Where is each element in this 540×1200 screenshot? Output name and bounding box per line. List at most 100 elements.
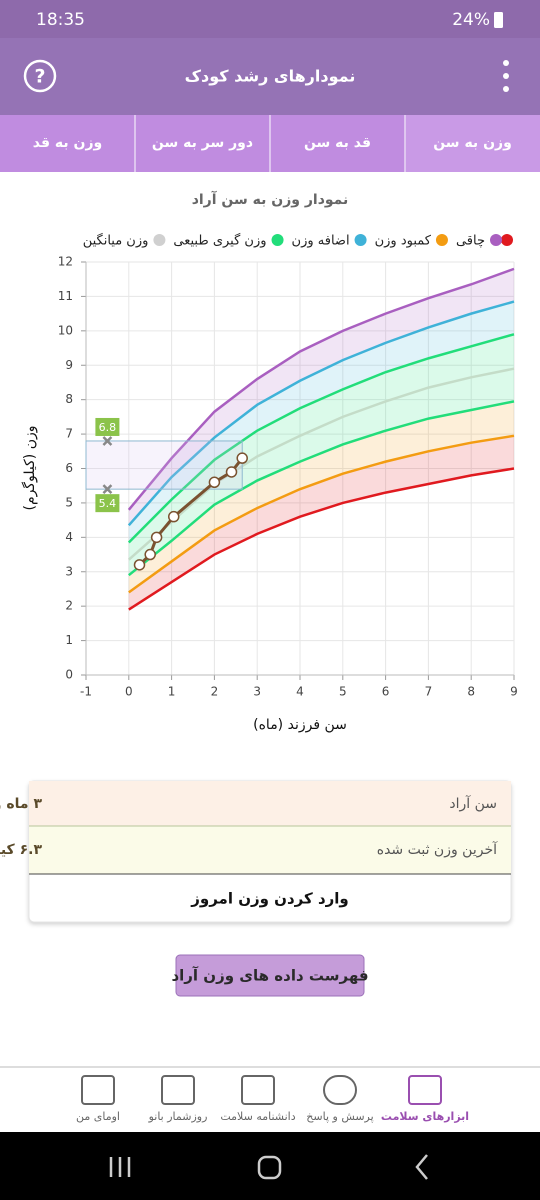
- y-tick-label: 8: [65, 392, 73, 406]
- legend-label: چاقی: [456, 234, 485, 249]
- nav-label[interactable]: ابزارهای سلامت: [381, 1110, 469, 1123]
- nav-label[interactable]: روزشمار بانو: [148, 1110, 208, 1123]
- series-line: [127, 267, 515, 511]
- app-title: نمودارهای رشد کودک: [185, 67, 356, 86]
- range-label: 6.8: [99, 421, 117, 434]
- range-badge: [95, 417, 120, 436]
- x-tick-label: 5: [339, 685, 347, 699]
- tab[interactable]: [405, 115, 540, 172]
- info-row: [29, 781, 511, 826]
- tab[interactable]: [0, 115, 135, 172]
- legend-label: وزن گیری طبیعی: [173, 233, 266, 249]
- recents[interactable]: [109, 1157, 131, 1177]
- nav-label[interactable]: اومای من: [76, 1110, 120, 1123]
- y-tick-label: 0: [65, 668, 73, 682]
- system-nav: [0, 1132, 540, 1200]
- band: [128, 401, 515, 593]
- child-point: [150, 531, 163, 544]
- nav-icon[interactable]: [81, 1075, 115, 1105]
- chart-title: نمودار وزن به سن آراد: [192, 190, 349, 208]
- add-weight[interactable]: وارد کردن وزن امروز: [190, 890, 349, 908]
- list-button[interactable]: [175, 954, 365, 997]
- list-button-label[interactable]: فهرست داده های وزن آراد: [171, 967, 368, 985]
- system-buttons: [109, 1154, 428, 1180]
- x-tick-label: -1: [80, 685, 92, 699]
- series-line: [128, 467, 515, 611]
- menu-dot[interactable]: [503, 73, 509, 79]
- child-point: [225, 466, 238, 478]
- band: [128, 301, 515, 543]
- child-point: [236, 452, 248, 464]
- range-label: 5.4: [99, 497, 117, 510]
- legend-dot: [490, 234, 502, 246]
- range-marker: [102, 484, 113, 495]
- nav-item[interactable]: پرسش و پاسخ: [306, 1075, 374, 1123]
- nav-item[interactable]: روزشمار بانو: [148, 1075, 208, 1123]
- x-tick-label: 4: [296, 685, 304, 699]
- info-label: سن آراد: [449, 795, 497, 812]
- help-button[interactable]: ?: [23, 59, 57, 93]
- x-tick-label: 0: [125, 685, 133, 699]
- nav-item[interactable]: دانشنامه سلامت: [220, 1075, 296, 1123]
- range-badge: [95, 494, 120, 513]
- back[interactable]: [415, 1154, 428, 1180]
- child-point: [133, 559, 146, 571]
- help-icon[interactable]: [23, 59, 57, 93]
- y-tick-label: 3: [65, 564, 73, 578]
- series-line: [128, 400, 515, 577]
- nav-item[interactable]: اومای من: [76, 1075, 120, 1123]
- x-tick-label: 2: [211, 685, 219, 699]
- child-point: [208, 476, 221, 489]
- tab-label[interactable]: قد به سن: [304, 135, 371, 151]
- y-tick-label: 6: [65, 461, 73, 475]
- nav-item[interactable]: ابزارهای سلامت: [381, 1075, 469, 1123]
- legend-dot: [501, 234, 513, 246]
- series-line: [128, 434, 515, 594]
- y-tick-label: 4: [65, 530, 73, 544]
- tab-label[interactable]: دور سر به سن: [152, 135, 253, 151]
- home[interactable]: [257, 1155, 282, 1180]
- x-axis-label: سن فرزند (ماه): [253, 717, 347, 733]
- nav-icon[interactable]: [161, 1075, 195, 1105]
- x-tick-label: 8: [467, 685, 475, 699]
- x-tick-label: 1: [168, 685, 176, 699]
- series-line: [127, 300, 515, 527]
- y-tick-label: 2: [65, 599, 73, 613]
- tab[interactable]: [270, 115, 405, 172]
- info-value: ۳ ماه و ۱ روز: [0, 796, 42, 812]
- child-point: [167, 510, 180, 523]
- nav-label[interactable]: دانشنامه سلامت: [220, 1110, 295, 1123]
- nav-icon[interactable]: [408, 1075, 442, 1105]
- tab[interactable]: [135, 115, 270, 172]
- app-bar: [0, 38, 540, 115]
- info-row: [29, 826, 511, 874]
- time: 18:35: [36, 10, 85, 30]
- tabs: وزن به سن قد به سن دور سر به سن وزن به قد: [0, 115, 540, 172]
- bottom-nav: ابزارهای سلامت پرسش و پاسخ دانشنامه سلامت ر…: [76, 1075, 469, 1123]
- y-tick-label: 9: [65, 358, 73, 372]
- info-value: ۶.۳ کیلوگرم: [0, 841, 42, 858]
- x-tick-label: 6: [382, 685, 390, 699]
- nav-icon[interactable]: [241, 1075, 275, 1105]
- x-tick-label: 7: [425, 685, 433, 699]
- menu-dot[interactable]: [503, 60, 509, 66]
- menu-dot[interactable]: [503, 86, 509, 92]
- menu-button[interactable]: [503, 60, 509, 92]
- child-point: [144, 548, 156, 561]
- nav-label[interactable]: پرسش و پاسخ: [306, 1110, 373, 1123]
- y-axis-label: وزن (کیلوگرم): [21, 426, 38, 511]
- y-tick-label: 10: [58, 323, 73, 337]
- tab-label[interactable]: وزن به قد: [33, 135, 102, 151]
- nav-icon[interactable]: [323, 1075, 357, 1105]
- battery-icon: [494, 12, 503, 28]
- y-tick-label: 7: [65, 427, 73, 441]
- status-bar: [0, 0, 540, 38]
- x-tick-label: 3: [253, 685, 261, 699]
- y-tick-label: 12: [58, 255, 73, 269]
- tab-label[interactable]: وزن به سن: [433, 135, 512, 151]
- help-glyph[interactable]: ?: [34, 66, 45, 88]
- battery: 24%: [452, 10, 490, 30]
